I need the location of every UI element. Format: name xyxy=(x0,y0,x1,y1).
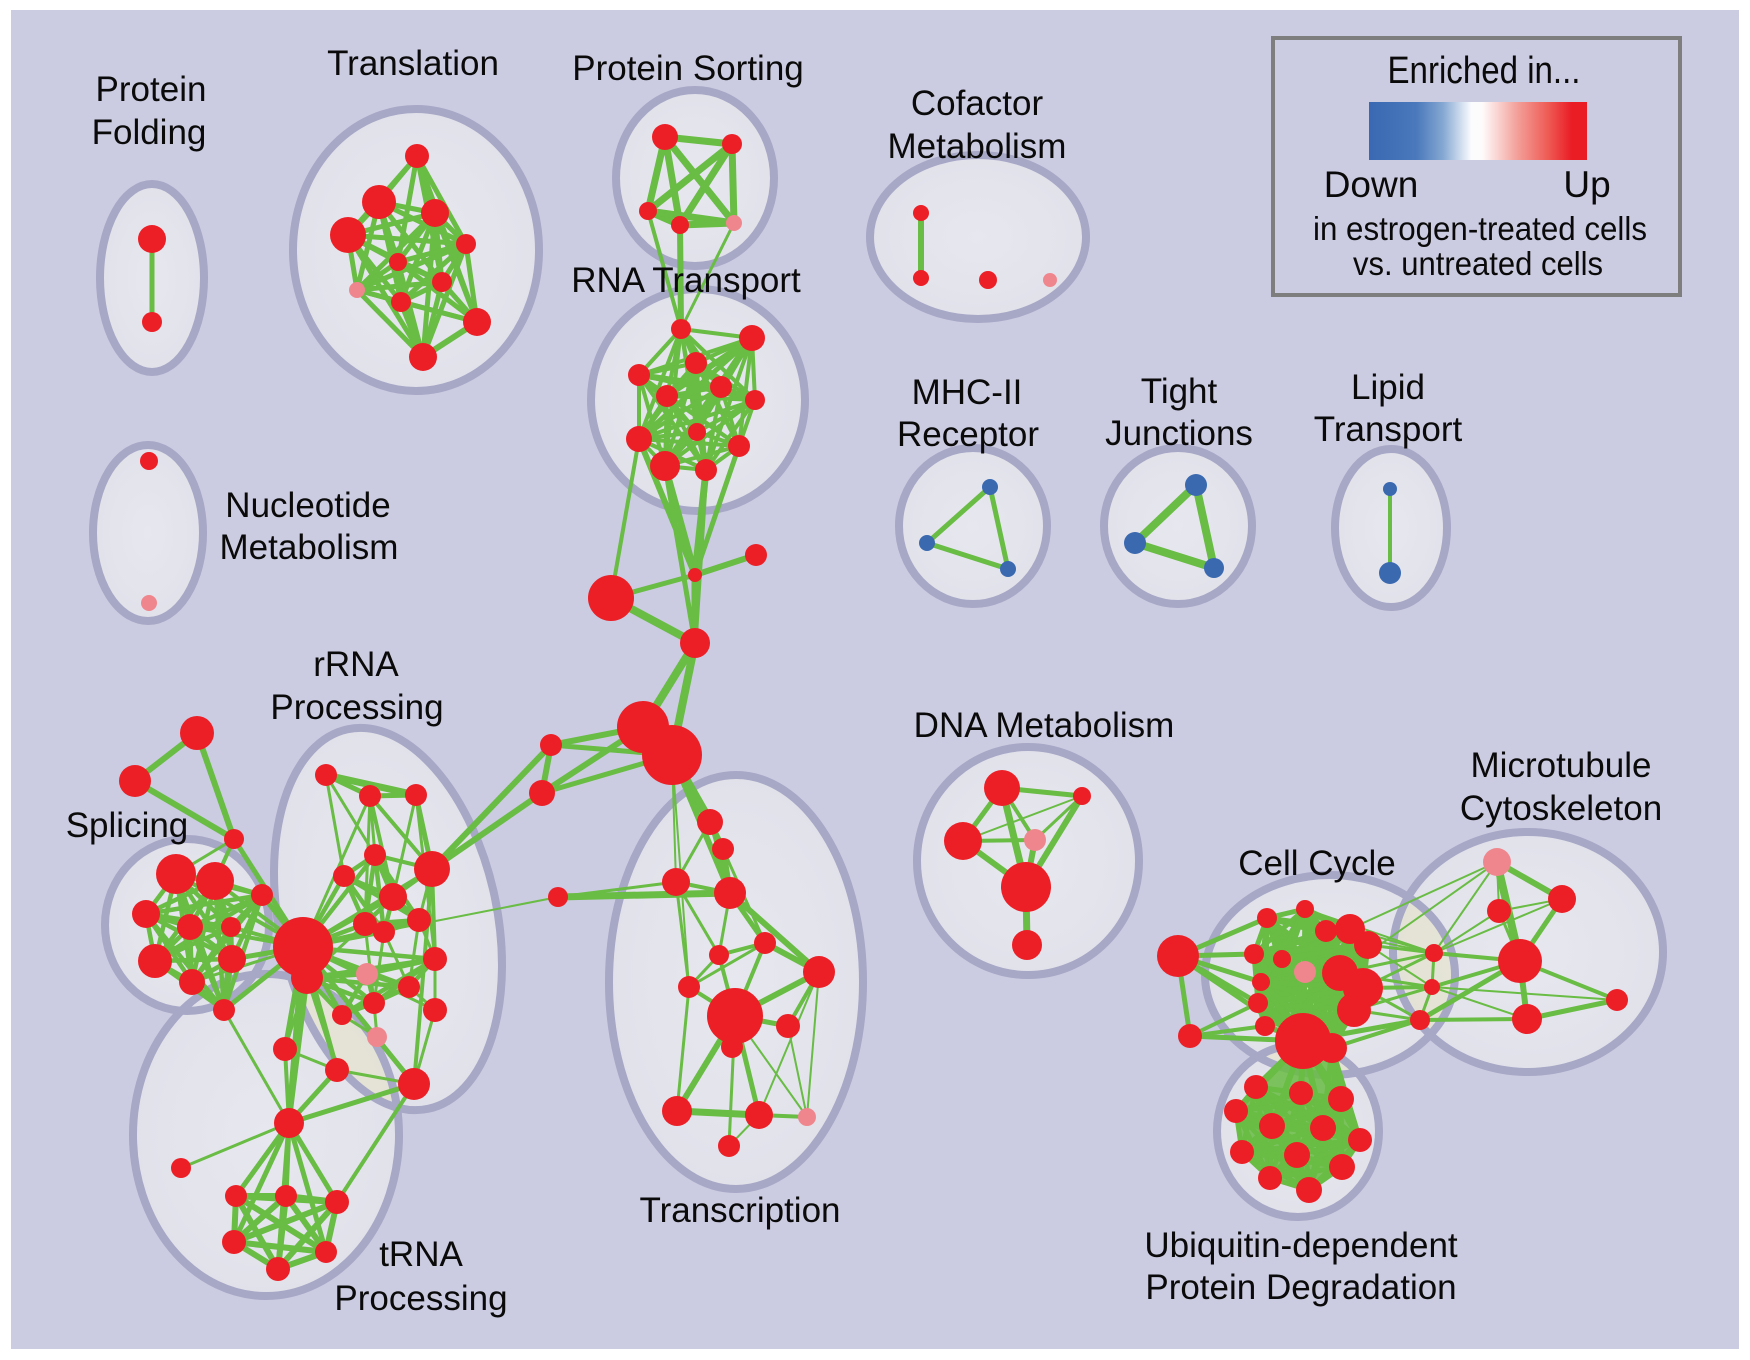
svg-text:in estrogen-treated cells: in estrogen-treated cells xyxy=(1313,210,1647,247)
svg-text:MHC-II: MHC-II xyxy=(912,373,1023,412)
svg-text:Metabolism: Metabolism xyxy=(888,127,1067,166)
svg-text:vs. untreated cells: vs. untreated cells xyxy=(1353,245,1603,282)
svg-text:Enriched in...: Enriched in... xyxy=(1388,50,1581,92)
svg-text:Cofactor: Cofactor xyxy=(911,84,1044,123)
svg-text:Protein Degradation: Protein Degradation xyxy=(1145,1268,1456,1307)
svg-text:RNA Transport: RNA Transport xyxy=(571,261,801,300)
svg-text:Ubiquitin-dependent: Ubiquitin-dependent xyxy=(1144,1226,1458,1265)
svg-text:Protein Sorting: Protein Sorting xyxy=(572,49,804,88)
svg-text:Protein: Protein xyxy=(96,70,207,109)
svg-text:rRNA: rRNA xyxy=(313,645,399,684)
svg-text:Metabolism: Metabolism xyxy=(220,528,399,567)
svg-text:Microtubule: Microtubule xyxy=(1471,746,1652,785)
svg-text:Translation: Translation xyxy=(327,44,499,83)
svg-text:Processing: Processing xyxy=(270,688,443,727)
svg-text:Junctions: Junctions xyxy=(1105,414,1253,453)
svg-text:Lipid: Lipid xyxy=(1351,368,1425,407)
svg-text:tRNA: tRNA xyxy=(379,1235,463,1274)
svg-text:Cell Cycle: Cell Cycle xyxy=(1238,844,1396,883)
svg-text:Processing: Processing xyxy=(334,1279,507,1318)
svg-text:Cytoskeleton: Cytoskeleton xyxy=(1460,789,1662,828)
svg-text:Down: Down xyxy=(1324,164,1419,205)
svg-text:Up: Up xyxy=(1563,164,1610,205)
svg-text:DNA Metabolism: DNA Metabolism xyxy=(914,706,1175,745)
svg-text:Tight: Tight xyxy=(1141,372,1218,411)
svg-text:Transport: Transport xyxy=(1314,410,1463,449)
svg-text:Transcription: Transcription xyxy=(640,1191,841,1230)
svg-text:Receptor: Receptor xyxy=(897,415,1039,454)
svg-text:Folding: Folding xyxy=(92,113,207,152)
svg-text:Nucleotide: Nucleotide xyxy=(225,486,390,525)
svg-text:Splicing: Splicing xyxy=(66,806,189,845)
